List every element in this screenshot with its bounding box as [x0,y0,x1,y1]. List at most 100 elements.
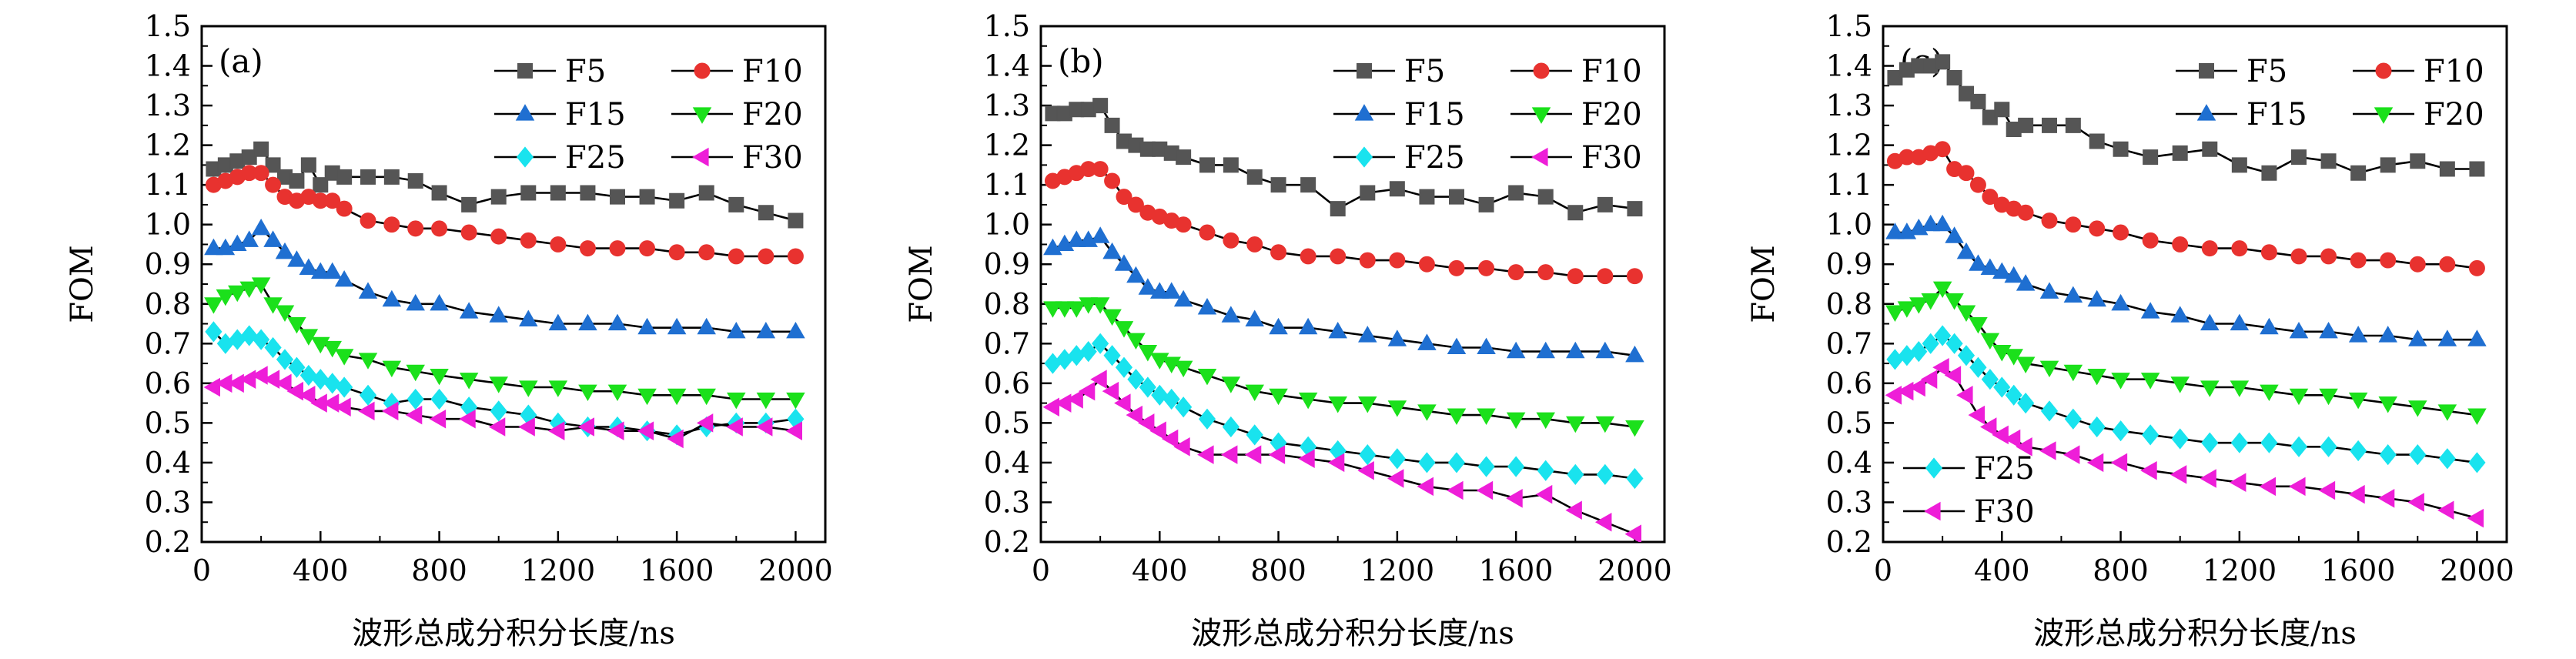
data-point-f30 [1417,477,1434,497]
data-point-f15 [1956,242,1976,259]
data-point-f15 [2348,326,2368,343]
data-point-f10 [1246,236,1263,253]
data-point-f30 [1102,381,1119,401]
data-point-f15 [2087,289,2106,307]
data-point-f20 [1090,297,1110,314]
data-point-f15 [1921,214,1940,232]
series-f20 [204,277,805,410]
data-point-f30 [251,366,268,385]
data-point-f15 [2467,330,2487,346]
data-point-f15 [406,293,425,311]
data-point-f5 [2320,153,2337,169]
data-point-f25 [1222,416,1239,438]
data-point-f5 [2006,122,2022,137]
data-point-f25 [2379,443,2397,466]
data-point-f30 [1220,445,1238,464]
x-tick-label: 2000 [758,554,831,587]
legend-marker-f25 [1925,457,1943,479]
data-point-f10 [1934,141,1951,158]
data-point-f5 [1922,58,1939,74]
data-point-f15 [1102,242,1122,259]
x-tick-label: 800 [2093,554,2149,587]
data-point-f20 [489,376,508,393]
data-point-f25 [2438,448,2456,470]
data-point-f10 [1982,189,1999,206]
data-point-f20 [1328,396,1347,413]
series-f25 [1044,333,1644,490]
legend-label-f15: F15 [1404,97,1465,132]
data-point-f20 [697,388,716,406]
data-point-f10 [520,232,537,249]
legend-marker-f20 [692,107,712,124]
y-tick-label: 0.8 [1826,287,1872,321]
data-point-f15 [1067,230,1086,247]
data-point-f25 [2409,443,2427,466]
series-line-f20 [1894,286,2477,416]
data-point-f5 [1300,177,1316,193]
data-point-f5 [241,149,257,166]
data-point-f10 [1597,268,1614,285]
data-point-f20 [1536,412,1555,430]
data-point-f25 [1246,424,1263,446]
data-point-f10 [1330,248,1347,265]
series-f10 [1044,161,1643,285]
data-point-f10 [2017,204,2034,221]
y-tick-label: 1.4 [145,49,191,83]
data-point-f20 [430,368,449,386]
data-point-f20 [2111,373,2130,390]
data-point-f25 [1418,452,1436,473]
data-point-f20 [2437,404,2457,421]
data-point-f15 [786,321,805,339]
y-axis-title: FOM [1746,245,1781,323]
chart-panel-a: 0.2 0.3 0.4 0.5 0.6 0.7 0.8 0.9 1.0 1.1 1.2 1.3 1.4 1… [65,9,831,651]
data-point-f10 [2260,244,2277,261]
data-point-f30 [203,377,221,397]
data-point-f10 [1537,264,1554,281]
data-point-f30 [2140,460,2157,480]
legend-label-f30: F30 [1974,494,2035,530]
data-point-f30 [726,417,743,437]
data-point-f25 [1092,333,1109,354]
legend-label-f15: F15 [2246,97,2307,132]
data-point-f30 [1137,413,1155,433]
y-tick-label: 1.4 [1826,49,1872,83]
data-point-f30 [1090,370,1107,389]
data-point-f15 [1328,321,1347,339]
y-tick-label: 0.3 [984,485,1030,519]
data-point-f15 [2260,317,2279,335]
data-point-f20 [1417,404,1437,421]
data-point-f20 [358,353,378,370]
y-tick-label: 0.9 [984,247,1030,281]
data-point-f5 [1360,185,1376,201]
data-point-f10 [1127,196,1144,213]
data-point-f15 [1969,254,1988,271]
data-point-f10 [1448,259,1465,276]
data-point-f20 [2140,373,2160,390]
data-point-f20 [2087,368,2106,386]
data-point-f5 [520,185,537,201]
data-point-f15 [1932,214,1952,232]
legend-label-f10: F10 [1581,54,1642,89]
data-point-f15 [2016,274,2036,291]
data-point-f30 [381,401,399,421]
data-point-f5 [1080,102,1096,118]
data-point-f15 [1162,282,1181,299]
legend-label-f20: F20 [742,97,803,132]
data-point-f30 [547,421,565,440]
data-point-f5 [1199,157,1215,173]
x-tick-label: 1200 [2202,554,2277,587]
x-tick-label: 1200 [1360,554,1434,587]
data-point-f25 [1163,388,1180,410]
data-point-f15 [1566,341,1585,359]
data-point-f30 [1447,480,1464,500]
data-point-f20 [1245,384,1264,402]
data-point-f30 [1992,425,2009,445]
x-tick-label: 400 [1974,554,2030,587]
data-point-f25 [1993,376,2011,398]
data-point-f25 [2064,408,2082,430]
data-point-f10 [2290,248,2307,265]
data-point-f30 [2259,477,2277,497]
data-point-f5 [2469,161,2485,177]
data-point-f15 [334,269,354,287]
